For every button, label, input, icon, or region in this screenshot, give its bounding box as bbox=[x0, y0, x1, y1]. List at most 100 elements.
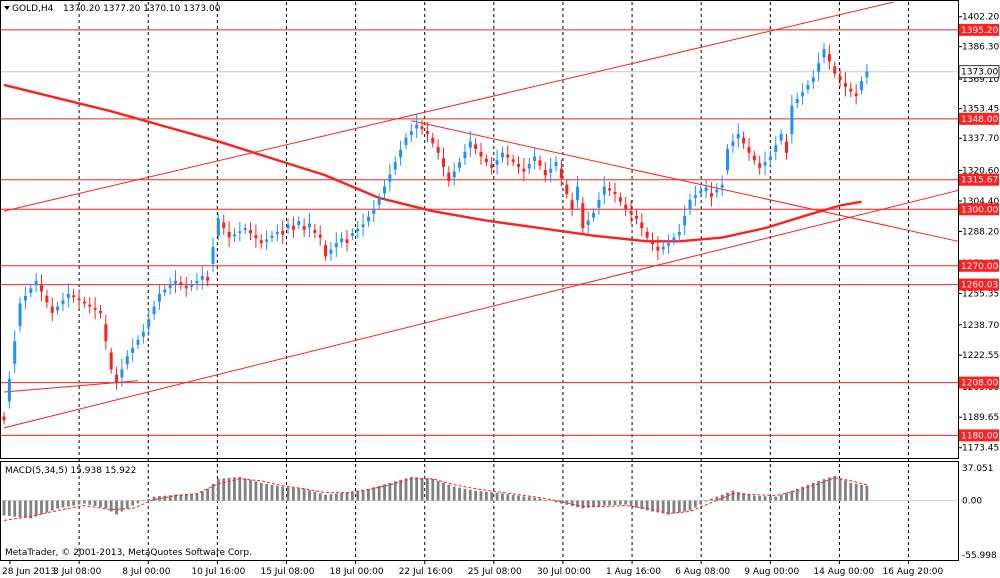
candle-body bbox=[404, 137, 408, 146]
macd-histogram-bar bbox=[88, 500, 92, 505]
candle-body bbox=[474, 144, 478, 149]
candle-body bbox=[93, 307, 97, 310]
horizontal-levels-layer[interactable] bbox=[0, 29, 958, 436]
candle-body bbox=[854, 93, 858, 97]
candle-body bbox=[383, 186, 387, 194]
candle-body bbox=[324, 245, 328, 257]
macd-histogram-bar bbox=[270, 484, 274, 501]
candle-body bbox=[200, 275, 204, 280]
candle-body bbox=[265, 239, 269, 242]
macd-histogram-bar bbox=[313, 491, 317, 501]
candle-body bbox=[452, 171, 456, 178]
macd-histogram-bar bbox=[490, 492, 494, 501]
macd-histogram-bar bbox=[184, 494, 188, 501]
macd-histogram-bar bbox=[125, 500, 129, 509]
price-tick-label: 1337.70 bbox=[962, 134, 999, 144]
macd-histogram-bar bbox=[61, 500, 65, 508]
macd-histogram-bar bbox=[522, 496, 526, 501]
macd-histogram-bar bbox=[195, 493, 199, 501]
candle-body bbox=[13, 341, 17, 364]
candle-body bbox=[372, 209, 376, 214]
candle-body bbox=[281, 230, 285, 235]
candle-body bbox=[222, 222, 226, 229]
macd-histogram-bar bbox=[565, 500, 569, 505]
candle-body bbox=[227, 231, 231, 238]
candle-body bbox=[50, 306, 54, 313]
macd-histogram-bar bbox=[147, 498, 151, 501]
macd-scale-label: 37.051 bbox=[962, 464, 994, 474]
level-price-label: 1208.00 bbox=[961, 379, 998, 389]
macd-histogram-bar bbox=[40, 500, 43, 515]
candle-body bbox=[656, 246, 660, 251]
macd-histogram-bar bbox=[131, 500, 135, 506]
candle-body bbox=[581, 203, 585, 229]
candle-body bbox=[688, 199, 692, 210]
candle-body bbox=[468, 141, 472, 148]
candle-body bbox=[399, 149, 403, 158]
macd-histogram-bar bbox=[817, 480, 821, 501]
time-tick-label: 6 Aug 08:00 bbox=[675, 567, 730, 577]
trend-line bbox=[3, 1, 894, 212]
candle-body bbox=[822, 49, 826, 58]
time-tick-label: 28 Jun 2013 bbox=[2, 567, 56, 577]
macd-histogram-bar bbox=[538, 498, 542, 501]
candle-body bbox=[420, 126, 424, 130]
candle-body bbox=[147, 319, 151, 327]
macd-histogram-bar bbox=[109, 500, 113, 512]
candle-body bbox=[82, 301, 86, 304]
macd-histogram-bar bbox=[367, 488, 370, 501]
candle-body bbox=[29, 288, 33, 293]
candle-body bbox=[667, 243, 671, 246]
candle-body bbox=[45, 295, 49, 303]
macd-histogram-bar bbox=[769, 496, 772, 501]
candle-body bbox=[758, 163, 762, 168]
candle-body bbox=[98, 311, 102, 313]
macd-histogram-bar bbox=[141, 500, 145, 502]
macd-histogram-bar bbox=[442, 482, 445, 501]
grid-layer bbox=[78, 2, 910, 560]
time-tick-label: 8 Jul 00:00 bbox=[122, 567, 171, 577]
macd-histogram-bar bbox=[163, 495, 167, 501]
collapse-arrow-icon[interactable] bbox=[4, 6, 10, 10]
macd-histogram-bar bbox=[581, 500, 585, 509]
macd-histogram-bar bbox=[672, 500, 676, 514]
macd-histogram-bar bbox=[286, 487, 290, 501]
macd-histogram-bar bbox=[602, 500, 606, 506]
macd-histogram-bar bbox=[484, 491, 488, 501]
macd-histogram-bar bbox=[731, 490, 735, 501]
candle-body bbox=[254, 235, 258, 239]
time-tick-label: 1 Aug 16:00 bbox=[606, 567, 661, 577]
candle-body bbox=[715, 189, 719, 193]
macd-histogram-bar bbox=[345, 492, 349, 501]
candle-body bbox=[549, 168, 553, 173]
macd-histogram-bar bbox=[860, 484, 863, 501]
macd-histogram-bar bbox=[726, 492, 729, 501]
copyright-label: MetaTrader, © 2001-2013, MetaQuotes Soft… bbox=[5, 548, 252, 558]
macd-histogram-bar bbox=[18, 500, 22, 518]
candle-body bbox=[645, 231, 649, 238]
candle-body bbox=[640, 222, 644, 229]
macd-histogram-bar bbox=[645, 500, 649, 511]
level-price-label: 1315.67 bbox=[961, 176, 998, 186]
candle-body bbox=[458, 162, 462, 168]
price-tick-label: 1288.20 bbox=[962, 228, 999, 238]
candle-body bbox=[860, 81, 864, 91]
candle-body bbox=[597, 199, 601, 208]
candle-body bbox=[366, 216, 370, 222]
macd-histogram-bar bbox=[2, 500, 6, 516]
macd-histogram-bar bbox=[420, 477, 424, 501]
price-tick-label: 1222.55 bbox=[962, 351, 999, 361]
candle-body bbox=[865, 71, 869, 78]
macd-scale-label: -55.998 bbox=[962, 551, 997, 561]
macd-histogram-bar bbox=[409, 476, 413, 501]
macd-histogram-bar bbox=[640, 500, 644, 510]
ohlc-label: 1370.20 1377.20 1370.10 1373.00 bbox=[63, 4, 221, 14]
macd-signal-line bbox=[3, 477, 868, 521]
candle-body bbox=[806, 84, 810, 90]
candle-body bbox=[699, 190, 703, 194]
macd-histogram-bar bbox=[790, 490, 794, 501]
macd-histogram-bar bbox=[115, 500, 118, 515]
macd-histogram-bar bbox=[779, 494, 783, 501]
candle-body bbox=[790, 105, 794, 134]
